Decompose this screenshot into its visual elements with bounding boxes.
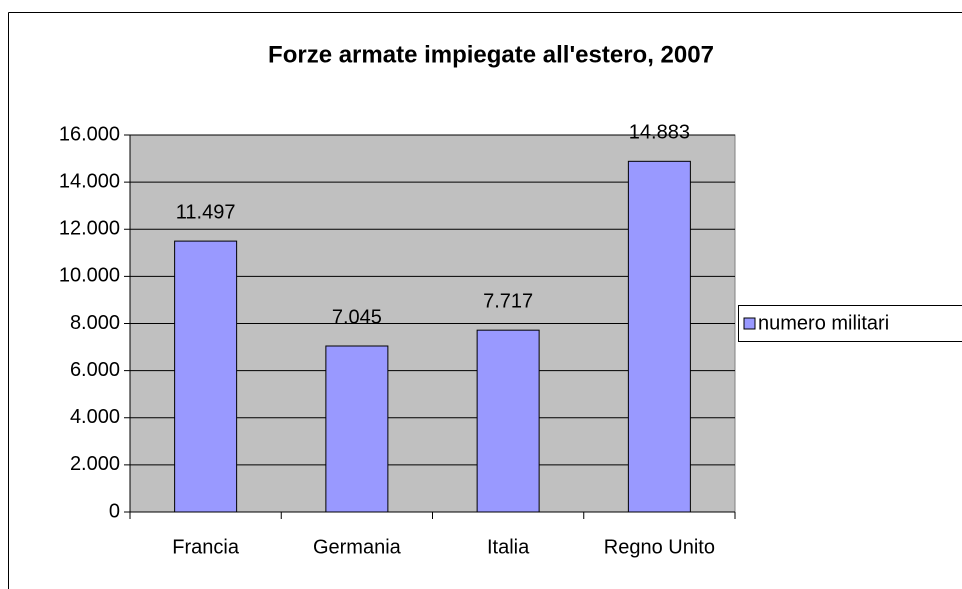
y-tick-label: 0 [109, 500, 120, 522]
x-tick-label: Germania [313, 536, 402, 558]
bar [476, 329, 540, 513]
y-tick-label: 14.000 [59, 170, 120, 192]
bar [174, 240, 238, 513]
y-tick-label: 8.000 [70, 312, 120, 334]
y-tick-label: 10.000 [59, 265, 120, 287]
legend-swatch [743, 317, 756, 330]
x-tick-label: Francia [172, 536, 240, 558]
bar [627, 160, 691, 513]
bar [325, 345, 389, 513]
chart-title: Forze armate impiegate all'estero, 2007 [268, 41, 714, 68]
y-tick-label: 4.000 [70, 406, 120, 428]
y-tick-label: 12.000 [59, 218, 120, 240]
y-tick-label: 16.000 [59, 123, 120, 145]
x-tick-label: Italia [487, 536, 530, 558]
legend-box [738, 305, 962, 342]
data-label: 11.497 [176, 201, 236, 223]
data-label: 7.045 [332, 306, 382, 328]
y-tick-label: 2.000 [70, 453, 120, 475]
data-label: 7.717 [483, 290, 533, 312]
y-tick-label: 6.000 [70, 359, 120, 381]
legend-label: numero militari [758, 312, 889, 334]
data-label: 14.883 [629, 122, 690, 144]
x-tick-label: Regno Unito [604, 536, 715, 558]
